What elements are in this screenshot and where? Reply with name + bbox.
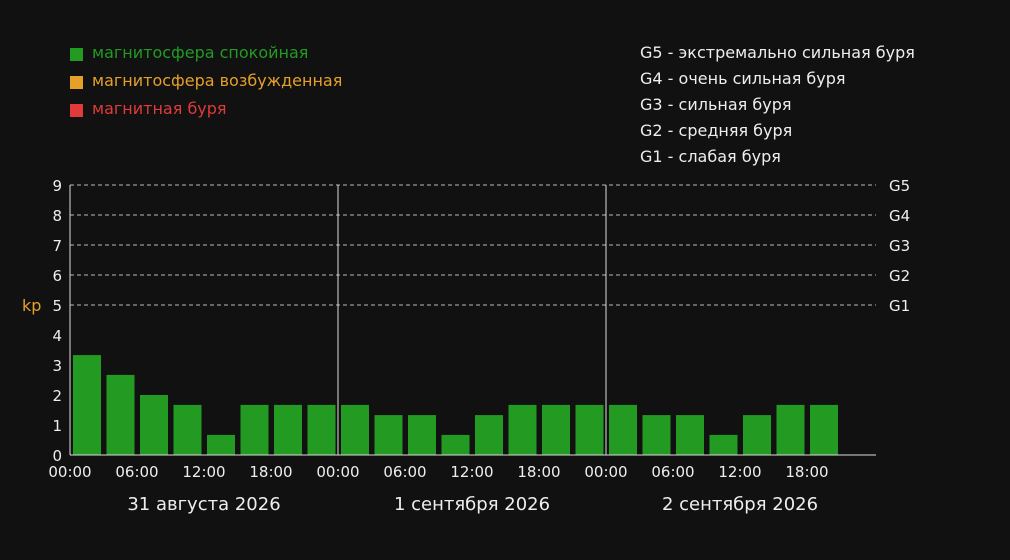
kp-bar — [173, 404, 202, 455]
x-tick-label: 18:00 — [249, 463, 292, 481]
y-tick-label: 2 — [52, 387, 62, 405]
kp-bar — [542, 404, 570, 455]
x-tick-label: 06:00 — [115, 463, 158, 481]
y-tick-label: 8 — [52, 207, 62, 225]
x-tick-label: 12:00 — [718, 463, 761, 481]
kp-bar — [508, 404, 537, 455]
kp-bar — [776, 404, 805, 455]
kp-bar — [374, 415, 403, 455]
kp-bar — [140, 395, 168, 455]
legend-swatch-calm — [70, 48, 83, 61]
y-axis-label: kp — [22, 296, 41, 315]
storm-scale-g5: G5 - экстремально сильная буря — [640, 43, 915, 62]
g-level-label-g5: G5 — [889, 177, 910, 195]
day-label: 1 сентября 2026 — [394, 494, 550, 515]
kp-bar — [207, 434, 235, 455]
kp-bar — [575, 404, 604, 455]
day-label: 2 сентября 2026 — [662, 494, 818, 515]
y-tick-label: 7 — [52, 237, 62, 255]
legend-label-calm: магнитосфера спокойная — [92, 43, 308, 62]
x-tick-label: 00:00 — [48, 463, 91, 481]
y-tick-label: 3 — [52, 357, 62, 375]
x-tick-label: 18:00 — [517, 463, 560, 481]
x-tick-label: 00:00 — [316, 463, 359, 481]
kp-bar — [475, 415, 503, 455]
y-tick-label: 5 — [52, 297, 62, 315]
kp-bar — [240, 404, 269, 455]
kp-bar — [341, 404, 369, 455]
kp-bar — [676, 415, 704, 455]
kp-bar — [408, 415, 436, 455]
y-tick-label: 4 — [52, 327, 62, 345]
kp-bar — [810, 404, 838, 455]
y-tick-label: 9 — [52, 177, 62, 195]
storm-scale-g3: G3 - сильная буря — [640, 95, 791, 114]
day-label: 31 августа 2026 — [127, 494, 280, 515]
storm-scale: G5 - экстремально сильная буря G4 - очен… — [640, 43, 915, 166]
axes: 0 1 2 3 4 5 6 7 8 9 kp 00:00 06:00 12:00 18:00 00:00 06:… — [22, 177, 876, 515]
storm-scale-g2: G2 - средняя буря — [640, 121, 792, 140]
grid: G5 G4 G3 G2 G1 — [70, 177, 910, 315]
g-level-label-g4: G4 — [889, 207, 910, 225]
x-tick-label: 12:00 — [182, 463, 225, 481]
storm-scale-g4: G4 - очень сильная буря — [640, 69, 846, 88]
g-level-label-g2: G2 — [889, 267, 910, 285]
legend-label-storm: магнитная буря — [92, 99, 227, 118]
kp-bar — [709, 434, 738, 455]
kp-bar — [642, 415, 671, 455]
bars — [73, 355, 838, 455]
x-tick-label: 06:00 — [383, 463, 426, 481]
legend-label-excited: магнитосфера возбужденная — [92, 71, 342, 90]
kp-bar — [307, 404, 336, 455]
x-tick-label: 00:00 — [584, 463, 627, 481]
kp-bar — [743, 415, 771, 455]
legend: магнитосфера спокойная магнитосфера возб… — [70, 43, 342, 118]
y-tick-label: 0 — [52, 447, 62, 465]
kp-bar — [441, 434, 470, 455]
storm-scale-g1: G1 - слабая буря — [640, 147, 781, 166]
g-level-label-g3: G3 — [889, 237, 910, 255]
kp-bar — [609, 404, 637, 455]
x-tick-label: 12:00 — [450, 463, 493, 481]
kp-bar — [73, 355, 101, 455]
kp-bar — [106, 374, 135, 455]
x-tick-label: 18:00 — [785, 463, 828, 481]
g-level-label-g1: G1 — [889, 297, 910, 315]
kp-bar — [274, 404, 302, 455]
legend-swatch-excited — [70, 76, 83, 89]
y-tick-label: 6 — [52, 267, 62, 285]
y-tick-label: 1 — [52, 417, 62, 435]
legend-swatch-storm — [70, 104, 83, 117]
x-tick-label: 06:00 — [651, 463, 694, 481]
